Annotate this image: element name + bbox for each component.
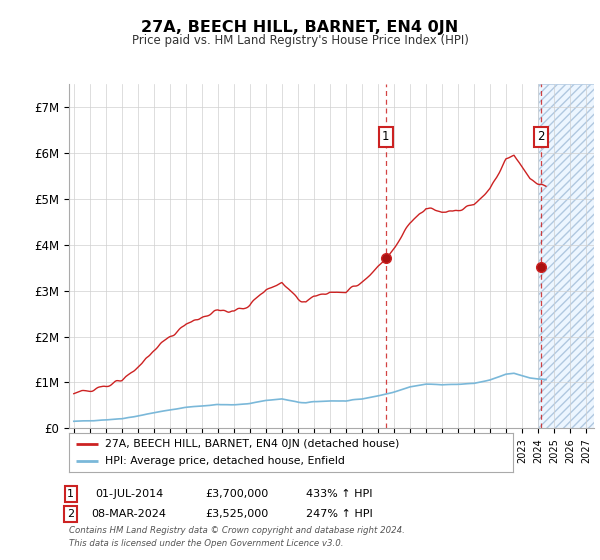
Bar [538,84,594,428]
Text: 27A, BEECH HILL, BARNET, EN4 0JN: 27A, BEECH HILL, BARNET, EN4 0JN [142,20,458,35]
Text: Contains HM Land Registry data © Crown copyright and database right 2024.: Contains HM Land Registry data © Crown c… [69,526,405,535]
Text: 2: 2 [67,509,74,519]
Text: 01-JUL-2014: 01-JUL-2014 [95,489,163,499]
Text: 08-MAR-2024: 08-MAR-2024 [91,509,167,519]
Text: 2: 2 [537,130,544,143]
Text: 1: 1 [67,489,74,499]
Bar [538,84,594,428]
Text: 433% ↑ HPI: 433% ↑ HPI [306,489,372,499]
Text: This data is licensed under the Open Government Licence v3.0.: This data is licensed under the Open Gov… [69,539,343,548]
Text: 1: 1 [382,130,389,143]
Text: 247% ↑ HPI: 247% ↑ HPI [305,509,373,519]
Text: 27A, BEECH HILL, BARNET, EN4 0JN (detached house): 27A, BEECH HILL, BARNET, EN4 0JN (detach… [104,438,399,449]
Text: Price paid vs. HM Land Registry's House Price Index (HPI): Price paid vs. HM Land Registry's House … [131,34,469,46]
Text: £3,525,000: £3,525,000 [205,509,269,519]
Text: £3,700,000: £3,700,000 [205,489,269,499]
Text: HPI: Average price, detached house, Enfield: HPI: Average price, detached house, Enfi… [104,456,344,466]
